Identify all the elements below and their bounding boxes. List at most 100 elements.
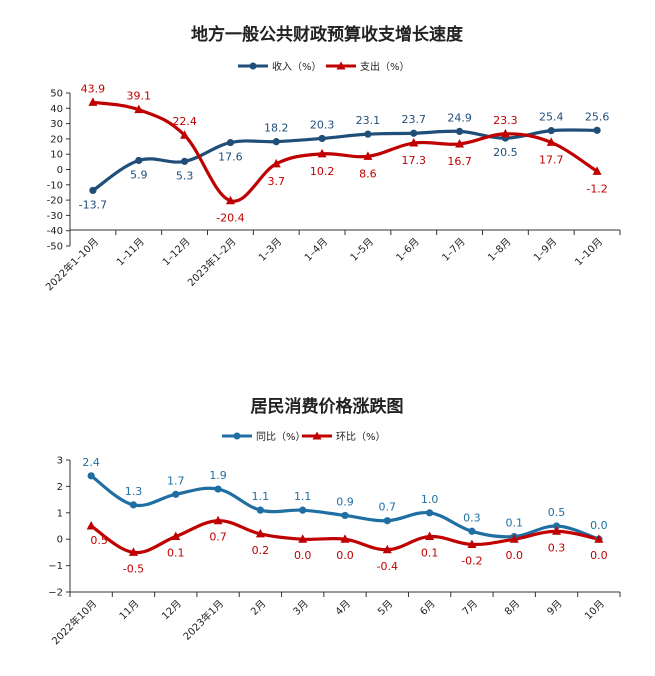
chart1-series-1-data-label: -20.4 — [216, 212, 244, 225]
chart2-series-0-point — [299, 506, 307, 514]
chart1-y-tick-label: 10 — [50, 150, 63, 161]
cpi-change-chart: 居民消费价格涨跌图 同比（%） 环比（%） 3 2 1 0 −1 −2 2022年10月 1… — [48, 396, 621, 647]
chart2-series-0-data-label: 0.7 — [379, 501, 397, 514]
chart1-x-tick-label: 1–5月 — [348, 236, 376, 264]
chart2-y-tick-label: 2 — [57, 482, 63, 493]
chart2-series-1-point — [340, 534, 350, 543]
chart1-series-0-point — [89, 186, 97, 195]
chart2-x-tick-label: 8月 — [502, 598, 522, 618]
chart2-series-0-point — [256, 506, 264, 514]
chart2-series-1-point — [594, 534, 604, 543]
chart2-series-1-point — [382, 544, 392, 554]
chart2-series-0-point — [383, 517, 391, 525]
chart2-series-0-point — [87, 472, 95, 480]
chart2-series-0-point — [468, 527, 476, 535]
chart1-y-tick-label: -10 — [47, 180, 63, 191]
chart2-series-1-data-label: 0.0 — [505, 549, 523, 562]
chart2-series-1-point — [425, 531, 435, 541]
chart2-legend-yoy-marker — [233, 432, 241, 440]
chart2-series-1-point — [171, 531, 181, 541]
chart1-series-1-data-label: 39.1 — [127, 90, 152, 103]
chart1-legend: 收入（%） 支出（%） — [238, 60, 410, 73]
chart1-series-1-data-label: 17.3 — [402, 154, 427, 167]
chart1-series-0-point — [547, 127, 555, 135]
chart2-y-tick-label: −1 — [48, 561, 63, 572]
chart1-series-1-point — [180, 130, 190, 139]
chart2-series-1-data-label: 0.0 — [590, 549, 608, 562]
chart1-series-1-data-label: 23.3 — [493, 114, 518, 127]
chart2-x-tick-label: 5月 — [375, 598, 395, 618]
chart1-legend-expense-marker — [336, 61, 346, 70]
chart1-y-tick-label: -40 — [47, 226, 63, 237]
chart1-series: -13.7 5.9 5.3 17.6 18.2 20.3 23.1 23.7 24.9 20.5 2… — [79, 82, 610, 224]
chart1-series-1-point — [134, 104, 144, 114]
chart2-series-0-data-label: 0.1 — [505, 517, 523, 530]
chart2-legend-mom-label: 环比（%） — [336, 431, 386, 443]
chart2-series-1-data-label: 0.3 — [548, 541, 566, 554]
chart1-series-0-data-label: 25.6 — [585, 110, 610, 123]
chart2-series-1-point — [128, 547, 138, 556]
chart2-y-tick-label: 3 — [57, 456, 63, 467]
chart1-series-0-point — [135, 156, 143, 165]
chart1-series-1-data-label: 8.6 — [359, 167, 377, 180]
chart2-series-1-data-label: 0.7 — [209, 531, 227, 544]
chart1-series-1-line — [91, 100, 599, 203]
chart2-series-0-data-label: 1.1 — [294, 490, 312, 503]
chart2-series-0-data-label: 1.0 — [421, 493, 439, 506]
chart2-title: 居民消费价格涨跌图 — [251, 396, 404, 417]
chart1-title: 地方一般公共财政预算收支增长速度 — [191, 24, 464, 45]
chart1-legend-expense-label: 支出（%） — [360, 60, 410, 73]
chart1-x-tick-label: 1–3月 — [256, 236, 284, 264]
chart2-series-1-point — [552, 526, 562, 535]
chart1-y-tick-label: 30 — [50, 119, 63, 130]
chart2-series-0-data-label: 0.3 — [463, 511, 481, 524]
chart2-x-tick-label: 12月 — [159, 598, 184, 623]
chart1-series-1-data-label: -1.2 — [586, 182, 607, 195]
chart1-series-0-point — [226, 138, 235, 147]
chart1-x-tick-label: 1–12月 — [160, 236, 193, 269]
chart1-series-1-point — [88, 97, 98, 106]
chart1-series-0-data-label: 17.6 — [218, 151, 243, 164]
chart1-series-0-line — [91, 128, 599, 193]
chart1-x-tick-label: 1–10月 — [573, 236, 606, 269]
chart1-y-ticks: 50 40 30 20 10 0 -10 -20 -30 -40 -50 — [47, 89, 70, 253]
chart2-series-1-data-label: -0.5 — [123, 562, 144, 575]
chart2-series-0-point — [552, 522, 561, 530]
chart2-legend-mom-marker — [312, 431, 322, 440]
chart2-legend-yoy-label: 同比（%） — [256, 431, 306, 443]
chart1-series-0-data-label: 25.4 — [539, 111, 564, 124]
chart2-series-0-point — [426, 509, 434, 517]
chart2-series-1-data-label: 0.2 — [252, 544, 270, 557]
chart2-series-0-point — [129, 501, 138, 509]
chart2-x-tick-label: 9月 — [545, 598, 565, 618]
chart1-y-tick-label: 40 — [50, 104, 63, 115]
chart1-y-tick-label: -30 — [47, 211, 63, 222]
chart1-series-1-point — [225, 195, 235, 205]
chart2-series-0-data-label: 0.0 — [590, 519, 608, 532]
chart1-series-1-point — [455, 138, 465, 148]
chart2-series-1-point — [467, 539, 477, 548]
fiscal-growth-chart: 地方一般公共财政预算收支增长速度 收入（%） 支出（%） 50 40 30 20 10 0… — [43, 24, 621, 293]
chart2-y-tick-label: 0 — [57, 535, 63, 546]
chart1-series-0-data-label: 5.3 — [176, 169, 194, 182]
chart2-series: 2.4 1.3 1.7 1.9 1.1 1.1 0.9 0.7 1.0 0.3 0.1 0.5 0.0 0… — [82, 456, 607, 576]
chart1-series-1-point — [500, 128, 510, 138]
chart2-legend: 同比（%） 环比（%） — [222, 431, 386, 443]
chart1-x-tick-label: 1–6月 — [394, 236, 422, 264]
chart2-series-0-data-label: 1.1 — [252, 490, 270, 503]
chart2-series-0-data-label: 2.4 — [82, 456, 100, 469]
chart1-series-0-point — [364, 130, 372, 138]
chart1-series-1-data-label: 10.2 — [310, 165, 335, 178]
chart1-series-0-point — [272, 138, 280, 146]
chart1-series-1-point — [271, 158, 281, 168]
chart1-x-tick-label: 1–7月 — [440, 236, 468, 264]
chart1-series-1-data-label: 43.9 — [81, 82, 106, 95]
chart1-series-1-point — [363, 151, 373, 160]
chart1-series-0-point — [455, 127, 464, 136]
chart1-series-1-point — [546, 137, 556, 146]
chart1-legend-income-marker — [249, 62, 257, 70]
chart2-x-tick-label: 2022年10月 — [49, 597, 99, 647]
chart1-series-1-point — [592, 166, 602, 175]
chart2-series-1-data-label: -0.4 — [377, 560, 398, 573]
